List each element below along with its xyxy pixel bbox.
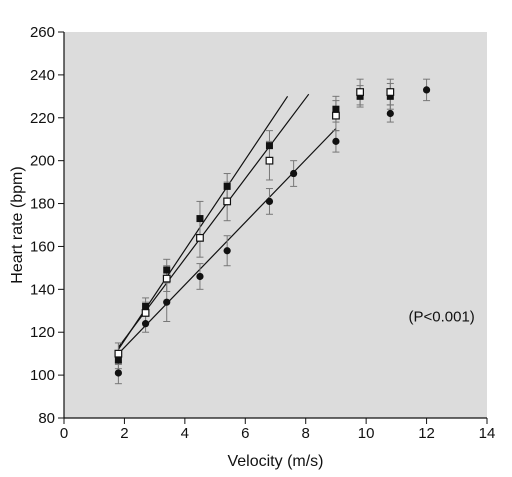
data-point-square-open (141, 309, 150, 317)
data-point-circle (265, 197, 274, 206)
x-tick-label: 10 (358, 425, 375, 442)
data-point-circle (422, 86, 431, 94)
data-point-circle (114, 369, 122, 377)
data-markers (114, 86, 431, 377)
data-point-circle (163, 298, 171, 306)
data-point-square-filled (114, 356, 122, 364)
data-point-square-filled (163, 266, 171, 274)
data-point-circle (290, 169, 298, 178)
y-tick-label: 120 (30, 324, 55, 341)
y-tick-label: 140 (30, 281, 55, 298)
data-point-square-open (114, 349, 123, 358)
y-tick-label: 100 (30, 367, 55, 384)
data-point-square-filled (386, 92, 394, 100)
data-point-square-open (162, 274, 171, 283)
y-tick-label: 180 (30, 196, 55, 213)
data-point-square-open (332, 111, 340, 120)
y-tick-label: 240 (30, 67, 55, 84)
y-axis-label: Heart rate (bpm) (9, 166, 26, 283)
data-point-circle (196, 272, 204, 281)
x-tick-label: 8 (302, 425, 310, 442)
data-point-circle (386, 109, 394, 118)
y-tick-label: 220 (30, 110, 55, 127)
data-point-square-filled (356, 92, 364, 100)
axes (63, 32, 487, 419)
data-point-square-filled (265, 142, 273, 150)
y-tick-label: 260 (30, 24, 55, 41)
data-point-square-filled (223, 182, 231, 190)
tick-marks: 0 2 4 6 8 10 12 14 80 100 120 140 160 180 200 220 240 260 (30, 24, 495, 442)
data-point-square-filled (196, 215, 204, 223)
x-tick-label: 4 (181, 425, 189, 442)
data-point-circle (223, 247, 231, 255)
x-tick-label: 0 (60, 425, 68, 442)
y-tick-label: 80 (38, 410, 55, 427)
data-point-circle (141, 320, 150, 328)
x-tick-label: 12 (418, 425, 435, 442)
data-point-square-filled (142, 302, 150, 310)
y-tick-label: 160 (30, 238, 55, 255)
data-point-square-open (223, 197, 232, 206)
data-point-square-open (265, 156, 274, 165)
x-axis-label: Velocity (m/s) (227, 453, 323, 470)
fit-line-2 (117, 93, 310, 348)
x-tick-label: 14 (479, 425, 496, 442)
data-point-square-open (356, 88, 364, 96)
data-point-square-open (386, 88, 395, 96)
x-tick-label: 2 (120, 425, 128, 442)
x-tick-label: 6 (241, 425, 249, 442)
data-point-square-open (196, 233, 204, 242)
y-tick-label: 200 (30, 153, 55, 170)
data-point-circle (332, 137, 340, 145)
significance-annotation: (P<0.001) (409, 309, 475, 326)
plot-area (64, 32, 487, 418)
data-point-square-filled (332, 105, 340, 113)
